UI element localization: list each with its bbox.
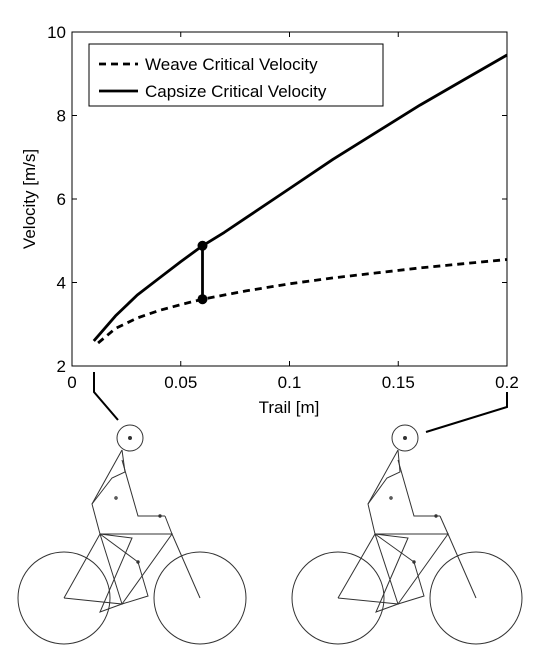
x-axis-ticks: 0 0.05 0.1 0.15 0.2 — [67, 32, 519, 392]
handlebar — [439, 515, 449, 535]
marker-layer — [197, 240, 208, 305]
rider-leg — [99, 533, 149, 605]
frame-front — [375, 533, 449, 605]
hand-dot — [434, 514, 438, 518]
rider-torso — [91, 449, 123, 535]
hand-dot — [158, 514, 162, 518]
y-axis-title: Velocity [m/s] — [20, 149, 39, 249]
x-tick-label: 0.15 — [382, 373, 415, 392]
legend: Weave Critical Velocity Capsize Critical… — [88, 43, 384, 107]
weave-series-line — [97, 258, 508, 345]
rider-leg — [374, 533, 425, 605]
knee-dot — [136, 560, 140, 564]
front-wheel — [153, 551, 247, 645]
rider-leg-2 — [374, 533, 409, 613]
rider-arm — [397, 459, 440, 517]
x-tick-label: 0.05 — [164, 373, 197, 392]
data-point-marker — [197, 240, 208, 251]
hip-dot — [389, 496, 393, 500]
handlebar — [164, 515, 173, 535]
rear-wheel — [17, 551, 111, 645]
y-tick-label: 10 — [47, 23, 66, 42]
fork — [447, 533, 477, 599]
x-tick-label: 0.2 — [495, 373, 519, 392]
data-point-marker — [197, 294, 208, 305]
rear-wheel — [291, 551, 385, 645]
y-tick-label: 2 — [57, 357, 66, 376]
connector-left — [93, 372, 119, 421]
fork — [171, 533, 201, 599]
capsize-series-line — [92, 53, 508, 342]
knee-dot — [412, 560, 416, 564]
connector-right — [425, 392, 508, 433]
rider-head — [391, 424, 419, 452]
rider-arm — [121, 459, 165, 517]
rider-back — [91, 449, 126, 505]
bicycle-rider-large-trail-illustration — [291, 424, 523, 645]
y-tick-label: 8 — [57, 107, 66, 126]
rider-torso — [367, 449, 399, 535]
y-tick-label: 6 — [57, 190, 66, 209]
x-axis-title: Trail [m] — [259, 398, 320, 417]
chart: 0 0.05 0.1 0.15 0.2 2 4 6 8 10 Trail [m] Velocit… — [20, 23, 519, 417]
rider-head — [116, 424, 144, 452]
legend-label-weave: Weave Critical Velocity — [145, 55, 318, 74]
frame-rear — [337, 532, 399, 605]
x-tick-label: 0 — [67, 373, 76, 392]
head-dot — [403, 436, 407, 440]
series-layer — [92, 53, 508, 345]
head-dot — [128, 436, 132, 440]
bicycle-rider-small-trail-illustration — [17, 424, 247, 645]
frame-rear — [63, 532, 123, 605]
rider-back — [367, 449, 401, 505]
legend-box — [88, 43, 384, 107]
front-wheel — [429, 551, 523, 645]
y-tick-label: 4 — [57, 274, 66, 293]
legend-label-capsize: Capsize Critical Velocity — [145, 82, 327, 101]
rider-leg-2 — [99, 533, 133, 613]
y-axis-ticks: 2 4 6 8 10 — [47, 23, 507, 376]
hip-dot — [114, 496, 118, 500]
x-tick-label: 0.1 — [278, 373, 302, 392]
